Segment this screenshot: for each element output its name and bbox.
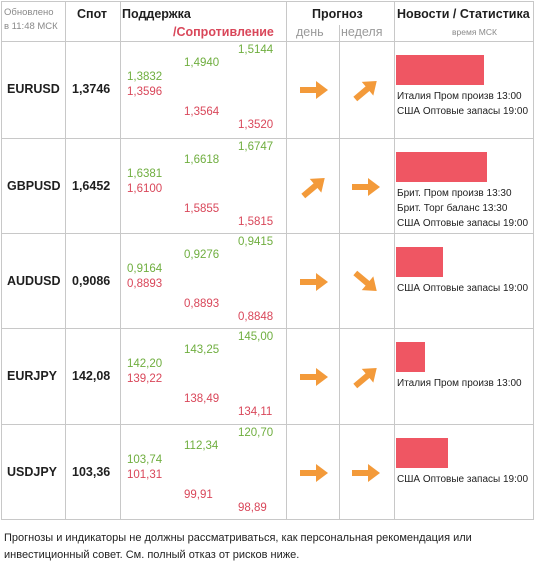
updated-text: Обновлено (4, 7, 54, 18)
support-3: 1,5144 (238, 44, 274, 56)
news-impact-bar (396, 55, 484, 85)
arrow-right-icon (297, 460, 331, 491)
support-3: 120,70 (238, 427, 274, 439)
news-impact-bar (396, 342, 425, 372)
row-divider (1, 424, 534, 425)
arrow-up-right-icon (349, 364, 383, 395)
pair-symbol: GBPUSD (7, 178, 61, 193)
spot-header: Спот (77, 7, 108, 21)
support-2: 143,25 (184, 344, 220, 356)
news-impact-bar (396, 247, 443, 277)
news-header: Новости / Статистика (397, 7, 530, 21)
resistance-1: 0,8893 (127, 278, 163, 290)
disclaimer-text: Прогнозы и индикаторы не должны рассматр… (4, 532, 472, 561)
updated-label: Обновлено в 11:48 МСК (4, 6, 58, 34)
support-2: 1,4940 (184, 57, 220, 69)
news-item: США Оптовые запасы 19:00 (397, 106, 529, 117)
support-3: 0,9415 (238, 236, 274, 248)
spot-price: 1,6452 (72, 178, 111, 193)
support-3: 145,00 (238, 331, 274, 343)
news-time-header: время МСК (452, 27, 497, 37)
news-item: США Оптовые запасы 19:00 (397, 283, 529, 294)
resistance-3: 98,89 (238, 502, 267, 514)
news-item: США Оптовые запасы 19:00 (397, 474, 529, 485)
resistance-2: 0,8893 (184, 298, 220, 310)
row-divider (1, 328, 534, 329)
support-1: 1,3832 (127, 71, 163, 83)
news-impact-bar (396, 152, 487, 182)
spot-price: 0,9086 (72, 273, 111, 288)
pair-symbol: USDJPY (7, 464, 58, 479)
news-item: США Оптовые запасы 19:00 (397, 218, 529, 229)
resistance-2: 99,91 (184, 489, 213, 501)
resistance-1: 101,31 (127, 469, 163, 481)
spot-price: 1,3746 (72, 81, 111, 96)
col-divider (339, 25, 340, 519)
resistance-2: 138,49 (184, 393, 220, 405)
support-1: 103,74 (127, 454, 163, 466)
resistance-1: 1,6100 (127, 183, 163, 195)
support-1: 0,9164 (127, 263, 163, 275)
support-1: 142,20 (127, 358, 163, 370)
arrow-right-icon (349, 174, 383, 205)
arrow-right-icon (297, 77, 331, 108)
week-header: неделя (341, 25, 383, 39)
resistance-1: 139,22 (127, 373, 163, 385)
resistance-3: 1,5815 (238, 216, 274, 228)
row-divider (1, 41, 534, 42)
news-item: Италия Пром произв 13:00 (397, 91, 522, 102)
spot-price: 103,36 (72, 464, 111, 479)
table-border-right (533, 1, 534, 519)
col-divider (286, 1, 287, 519)
support-2: 112,34 (184, 440, 219, 452)
support-2: 1,6618 (184, 154, 220, 166)
news-item: Брит. Торг баланс 13:30 (397, 203, 508, 214)
arrow-right-icon (349, 460, 383, 491)
news-item: Италия Пром произв 13:00 (397, 378, 522, 389)
row-divider (1, 138, 534, 139)
support-2: 0,9276 (184, 249, 220, 261)
pair-symbol: EURJPY (7, 368, 58, 383)
resistance-3: 0,8848 (238, 311, 274, 323)
spot-price: 142,08 (72, 368, 111, 383)
row-divider (1, 233, 534, 234)
arrow-up-right-icon (297, 174, 331, 205)
day-header: день (296, 25, 324, 39)
resistance-3: 134,11 (238, 406, 273, 418)
forecast-table (1, 1, 534, 520)
table-border-top (1, 1, 534, 2)
support-3: 1,6747 (238, 141, 274, 153)
arrow-up-right-icon (349, 77, 383, 108)
pair-symbol: AUDUSD (7, 273, 61, 288)
resistance-2: 1,5855 (184, 203, 220, 215)
resistance-header: /Сопротивление (173, 25, 274, 39)
col-divider (1, 1, 2, 519)
resistance-2: 1,3564 (184, 106, 220, 118)
news-impact-bar (396, 438, 448, 468)
table-border-bottom (1, 519, 534, 520)
support-header: Поддержка (122, 7, 191, 21)
col-divider (65, 1, 66, 519)
resistance-1: 1,3596 (127, 86, 163, 98)
arrow-right-icon (297, 269, 331, 300)
support-1: 1,6381 (127, 168, 163, 180)
updated-time: в 11:48 МСК (4, 21, 58, 32)
forecast-header: Прогноз (312, 7, 363, 21)
arrow-down-right-icon (349, 269, 383, 300)
col-divider (120, 1, 121, 519)
resistance-3: 1,3520 (238, 119, 274, 131)
arrow-right-icon (297, 364, 331, 395)
news-item: Брит. Пром произв 13:30 (397, 188, 512, 199)
pair-symbol: EURUSD (7, 81, 60, 96)
col-divider (394, 1, 395, 519)
